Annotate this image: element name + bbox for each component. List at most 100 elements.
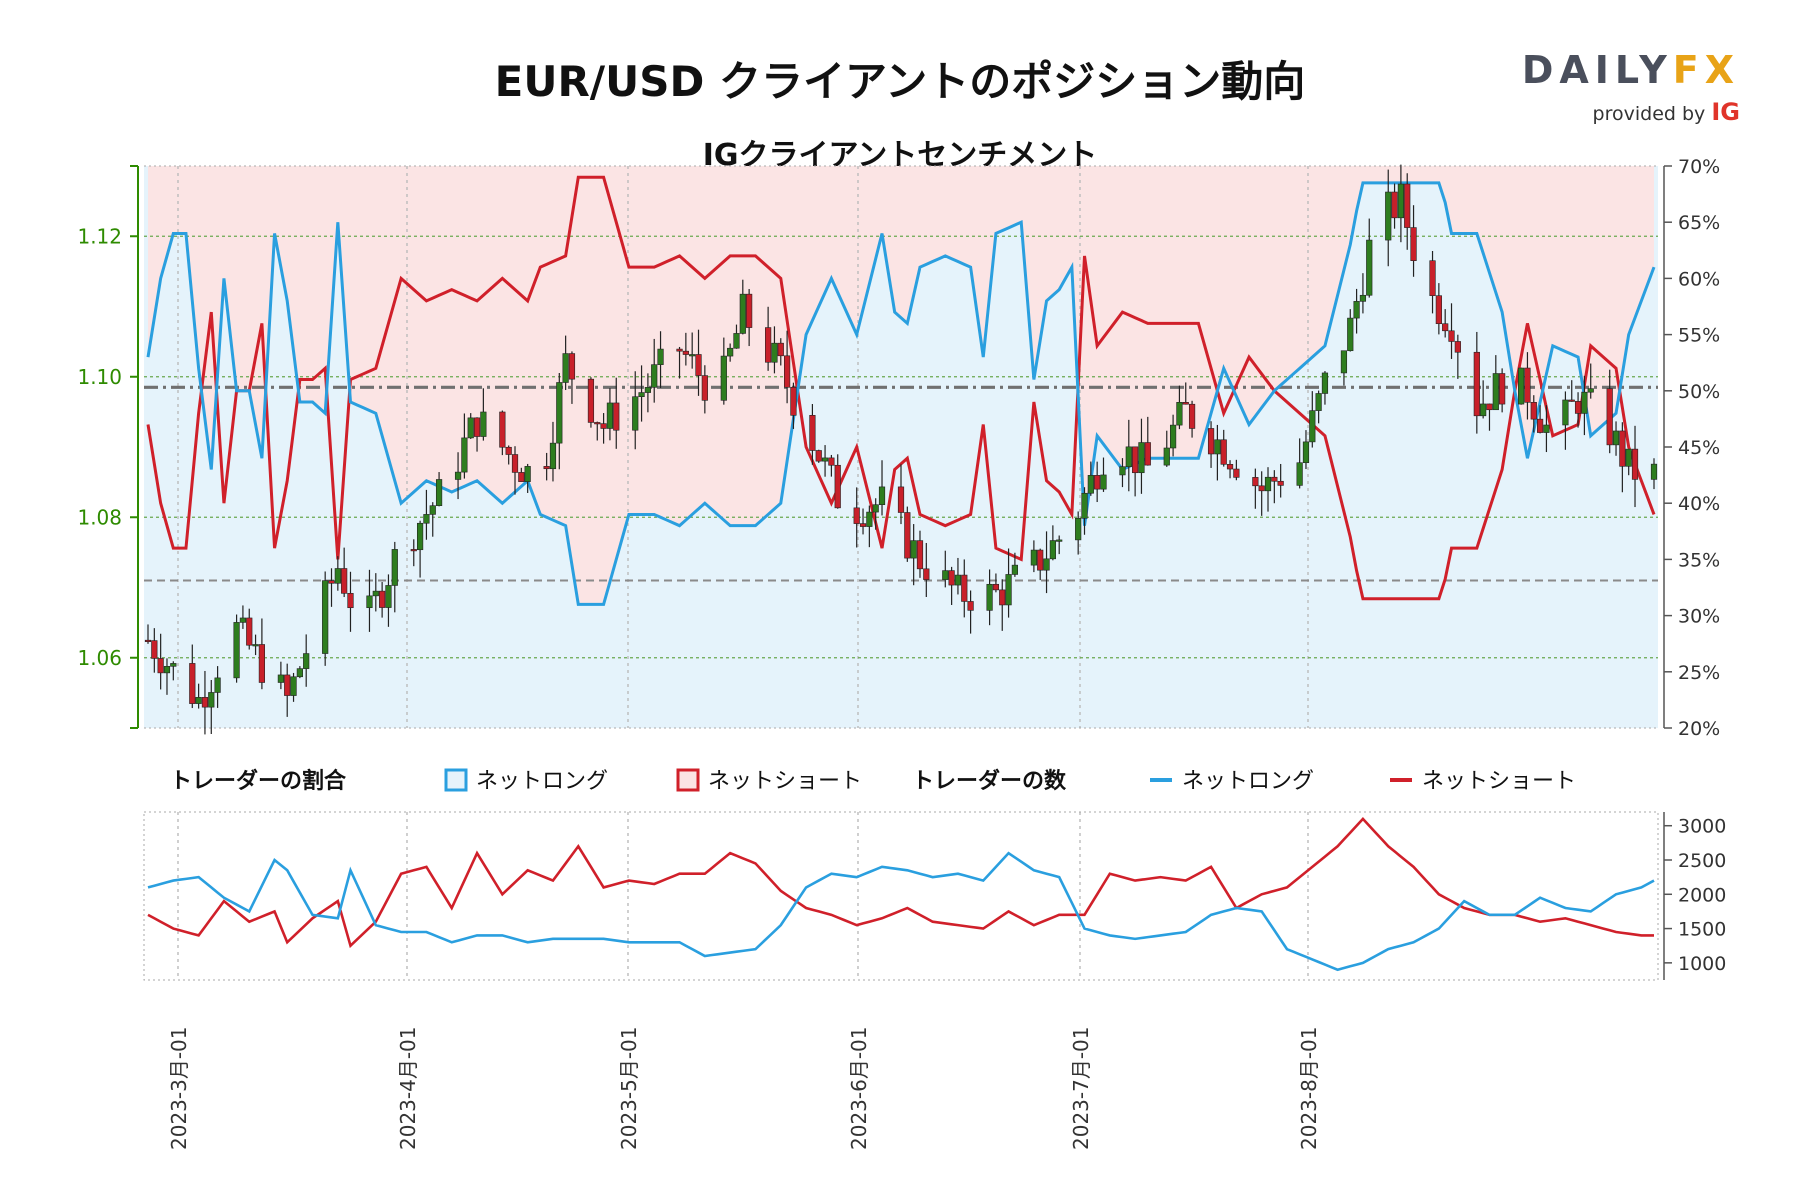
candle-body (524, 466, 531, 482)
candle-body (695, 354, 702, 376)
candle-body (1188, 403, 1196, 429)
price-tick-label: 1.10 (77, 365, 122, 389)
candle-body (201, 697, 209, 708)
candle-body (410, 549, 417, 552)
candle-body (1037, 549, 1044, 571)
candle-body (1359, 294, 1367, 302)
count-plot-frame (143, 811, 1659, 981)
candle-body (379, 590, 386, 608)
candle-body (1562, 399, 1569, 426)
candle-body (246, 617, 253, 646)
candle-body (815, 450, 822, 462)
pct-tick-label: 50% (1678, 381, 1720, 403)
count-tick-label: 1500 (1678, 919, 1726, 941)
candle-body (1277, 480, 1284, 486)
candle-body (1207, 428, 1215, 455)
candle-body (727, 347, 734, 357)
candle-body (1397, 183, 1404, 219)
candle-body (1226, 464, 1234, 470)
candle-body (1132, 446, 1139, 474)
candle-body (1568, 399, 1575, 402)
logo-provided-by: provided by IG (1592, 98, 1740, 126)
candle-body (366, 595, 373, 609)
candle-body (1309, 410, 1316, 443)
candle-body (777, 342, 784, 357)
candle-body (594, 422, 601, 425)
candle-body (239, 617, 247, 623)
candle-body (771, 342, 778, 363)
candle-body (334, 568, 341, 584)
count-tick-label: 1000 (1678, 953, 1726, 975)
candle-body (872, 504, 879, 513)
candle-body (1524, 367, 1531, 403)
candle-body (435, 479, 443, 506)
candle-body (657, 348, 664, 365)
candle-body (391, 549, 398, 586)
candle-body (1271, 476, 1278, 482)
candle-body (739, 293, 746, 334)
candle-body (328, 580, 335, 584)
pct-tick-label: 35% (1678, 549, 1720, 571)
legend-pct-title: トレーダーの割合 (170, 768, 347, 794)
candle-body (1321, 372, 1329, 394)
candle-body (543, 466, 550, 470)
candle-body (1650, 463, 1658, 480)
legend-pct-long-label: ネットロング (476, 769, 608, 794)
candle-body (1182, 402, 1189, 405)
candle-body (1138, 442, 1145, 474)
candle-body (341, 568, 348, 594)
candle-body (233, 622, 240, 679)
candle-body (638, 392, 645, 398)
candle-body (1043, 558, 1050, 571)
candle-body (568, 353, 576, 380)
candle-body (170, 663, 177, 667)
net-short-area (148, 166, 1654, 605)
candle-body (1606, 388, 1613, 446)
candle-body (961, 574, 968, 602)
candle-body (423, 514, 430, 524)
x-tick-label: 2023-3月-01 (167, 1026, 191, 1150)
pct-tick-label: 65% (1678, 212, 1720, 234)
candle-body (157, 658, 164, 674)
candle-body (347, 593, 354, 609)
candle-body (809, 415, 816, 451)
candle-body (511, 454, 519, 473)
candle-body (467, 417, 474, 439)
candle-body (1144, 442, 1151, 466)
candle-body (821, 457, 829, 462)
candle-body (632, 396, 639, 431)
candle-body (1353, 301, 1360, 319)
candle-body (1619, 430, 1626, 467)
candle-body (651, 364, 658, 388)
candle-body (1429, 260, 1436, 296)
pct-tick-label: 45% (1678, 437, 1720, 459)
candle-body (790, 386, 797, 416)
candle-body (765, 327, 772, 363)
price-tick-label: 1.06 (77, 646, 122, 670)
candle-body (1410, 227, 1417, 261)
candle-body (942, 570, 949, 580)
candle-body (923, 568, 930, 580)
count-tick-label: 3000 (1678, 816, 1726, 838)
chart-title: EUR/USD クライアントのポジション動向 (494, 57, 1306, 106)
candle-body (828, 457, 835, 466)
candle-body (556, 382, 563, 444)
price-tick-label: 1.12 (77, 224, 122, 248)
candle-body (1119, 466, 1126, 476)
candle-body (1454, 341, 1461, 353)
candle-body (416, 522, 424, 551)
legend-pct-short-swatch (676, 768, 700, 792)
candle-body (1492, 373, 1499, 411)
candle-body (1340, 350, 1348, 374)
x-tick-label: 2023-5月-01 (617, 1026, 641, 1150)
candle-body (1404, 183, 1411, 228)
candle-body (1056, 539, 1063, 542)
candle-body (480, 411, 487, 437)
net-short-pct-line (146, 175, 1656, 601)
candle-body (208, 692, 215, 708)
pct-tick-label: 40% (1678, 493, 1720, 515)
candle-body (587, 378, 595, 423)
candle-body (385, 585, 392, 608)
legend-pct-short-label: ネットショート (708, 769, 862, 794)
